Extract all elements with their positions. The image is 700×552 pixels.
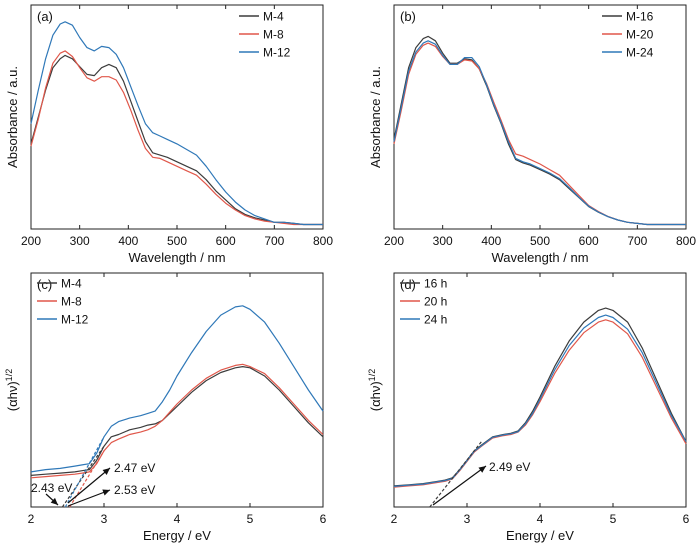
x-tick-label: 600: [579, 234, 599, 248]
series-line-1: [393, 35, 686, 226]
annotation-arrow: [67, 467, 111, 504]
x-tick-label: 3: [464, 512, 471, 526]
x-tick-label: 700: [264, 234, 284, 248]
series-line-2: [30, 363, 324, 479]
x-tick-label: 400: [481, 234, 501, 248]
annotation-arrow: [67, 489, 111, 507]
legend-entry: M-12: [61, 313, 89, 327]
x-axis-label: Energy / eV: [506, 528, 574, 543]
x-tick-label: 200: [384, 234, 404, 248]
bandgap-annotation: 2.49 eV: [489, 460, 530, 474]
x-tick-label: 200: [21, 234, 41, 248]
x-tick-label: 600: [216, 234, 236, 248]
panel-tag: (c): [37, 277, 52, 292]
legend-entry: M-12: [263, 46, 291, 60]
x-tick-label: 400: [118, 234, 138, 248]
x-tick-label: 2: [28, 512, 35, 526]
tangent-line-1: [61, 445, 105, 508]
legend-entry: M-8: [263, 28, 284, 42]
series-line-3: [30, 305, 324, 473]
y-axis-label: (αhν)1/2: [4, 369, 20, 411]
tangent-line-1: [429, 441, 483, 508]
panel-tag: (d): [400, 277, 416, 292]
x-axis-label: Wavelength / nm: [491, 250, 588, 265]
x-tick-label: 5: [610, 512, 617, 526]
x-tick-label: 6: [683, 512, 690, 526]
x-tick-label: 3: [101, 512, 108, 526]
x-tick-label: 500: [167, 234, 187, 248]
series-line-2: [393, 42, 686, 226]
x-tick-label: 5: [247, 512, 254, 526]
series-line-2: [30, 50, 323, 226]
panel-tag: (a): [37, 9, 53, 24]
x-axis-label: Energy / eV: [143, 528, 211, 543]
tangent-line-3: [64, 436, 105, 508]
x-tick-label: 300: [70, 234, 90, 248]
series-line-3: [30, 21, 323, 226]
x-axis-label: Wavelength / nm: [128, 250, 225, 265]
x-tick-label: 500: [530, 234, 550, 248]
legend-entry: M-20: [626, 28, 654, 42]
bandgap-annotation: 2.43 eV: [31, 481, 72, 495]
x-tick-label: 6: [320, 512, 327, 526]
bandgap-annotation: 2.53 eV: [114, 483, 155, 497]
series-line-2: [393, 319, 687, 488]
x-tick-label: 300: [433, 234, 453, 248]
annotation-arrowhead: [102, 489, 110, 496]
legend-entry: 16 h: [424, 277, 447, 291]
x-tick-label: 800: [313, 234, 333, 248]
bandgap-annotation: 2.47 eV: [114, 461, 155, 475]
annotation-arrowhead: [50, 497, 58, 505]
y-axis-label: Absorbance / a.u.: [368, 66, 383, 168]
x-tick-label: 2: [391, 512, 398, 526]
chart-panel-4: 2 3 4 5 6 Energy / eV (αhν)1/2 (d) 2.49 eV 16 h 20…: [367, 272, 690, 543]
x-tick-label: 800: [676, 234, 696, 248]
x-tick-label: 4: [537, 512, 544, 526]
y-axis-label: (αhν)1/2: [367, 369, 383, 411]
series-line-1: [393, 307, 687, 487]
legend-entry: M-24: [626, 46, 654, 60]
legend-entry: M-4: [61, 277, 82, 291]
chart-panel-1: 200 300 400 500 600 700 800 Wavelength / nm Abso…: [5, 4, 333, 265]
annotation-arrowhead: [102, 468, 110, 475]
x-tick-label: 4: [174, 512, 181, 526]
series-line-3: [393, 40, 686, 226]
legend-entry: M-4: [263, 10, 284, 24]
annotation-arrowhead: [478, 466, 486, 473]
series-line-1: [30, 366, 324, 476]
series-line-3: [393, 314, 687, 487]
series-line-1: [30, 54, 323, 226]
chart-panel-2: 200 300 400 500 600 700 800 Wavelength / nm Abso…: [368, 4, 696, 265]
y-axis-label: Absorbance / a.u.: [5, 66, 20, 168]
annotation-arrow: [432, 465, 487, 506]
legend-entry: 24 h: [424, 313, 447, 327]
x-tick-label: 700: [627, 234, 647, 248]
panel-tag: (b): [400, 9, 416, 24]
legend-entry: M-8: [61, 295, 82, 309]
legend-entry: 20 h: [424, 295, 447, 309]
legend-entry: M-16: [626, 10, 654, 24]
chart-panel-3: 2 3 4 5 6 Energy / eV (αhν)1/2 (c) 2.43 eV 2.47 e…: [4, 272, 327, 543]
tangent-line-2: [69, 450, 105, 508]
